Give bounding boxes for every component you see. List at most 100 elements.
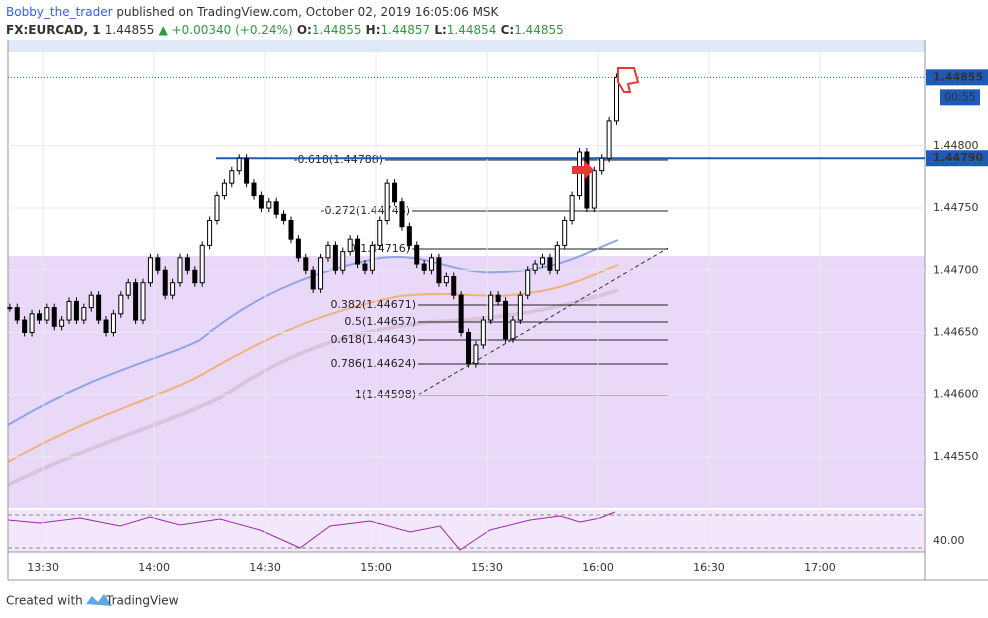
candle-body	[88, 294, 94, 309]
countdown-box	[940, 89, 980, 106]
candle-body	[510, 319, 516, 340]
footer-created: Created with	[6, 594, 83, 608]
candle-body	[554, 244, 560, 271]
y-tick-label: 1.44600	[933, 388, 979, 401]
countdown: 00:55	[944, 90, 976, 103]
candle-body	[133, 282, 139, 321]
change: ▲ +0.00340 (+0.24%)	[159, 23, 293, 37]
candle-body	[207, 219, 213, 246]
candle-body	[384, 182, 390, 221]
candle-body	[273, 201, 279, 215]
x-tick-label: 14:30	[249, 561, 281, 574]
candle-body	[7, 307, 13, 310]
quote-line: FX:EURCAD, 1 1.44855 ▲ +0.00340 (+0.24%)…	[6, 23, 564, 37]
candle-body	[184, 257, 190, 271]
y-tick-label: 1.44700	[933, 263, 979, 276]
candle-body	[436, 257, 442, 284]
candle-body	[177, 257, 183, 284]
candle-body	[414, 244, 420, 265]
candle-body	[547, 257, 553, 271]
candle-body	[525, 269, 531, 296]
candle-body	[362, 263, 368, 271]
candle-body	[125, 282, 131, 296]
candle-body	[147, 257, 153, 284]
x-tick-label: 15:30	[471, 561, 503, 574]
candle-body	[392, 182, 398, 203]
candle-body	[325, 244, 331, 259]
candle-body	[613, 76, 619, 122]
author[interactable]: Bobby_the_trader	[6, 5, 113, 19]
candle-body	[399, 201, 405, 228]
candle-body	[532, 263, 538, 271]
y-tick-label: 1.44550	[933, 450, 979, 463]
candle-body	[258, 195, 264, 209]
candle-body	[140, 282, 146, 321]
candle-body	[488, 294, 494, 321]
o-val: 1.44855	[312, 23, 362, 37]
candle-body	[281, 213, 287, 221]
x-tick-label: 13:30	[27, 561, 59, 574]
candle-body	[355, 238, 361, 265]
candle-body	[155, 257, 161, 271]
fib-label: 0.618(1.44643)	[330, 333, 416, 346]
y-tick-label: 1.44750	[933, 201, 979, 214]
candle-body	[81, 307, 87, 321]
candle-body	[569, 195, 575, 221]
header-line: Bobby_the_trader published on TradingVie…	[6, 5, 500, 19]
oscillator-tick: 40.00	[933, 534, 965, 547]
price-label-box	[926, 69, 988, 86]
published: published on TradingView.com, October 02…	[116, 5, 499, 19]
footer-brand[interactable]: TradingView	[105, 594, 179, 608]
x-tick-label: 16:30	[693, 561, 725, 574]
candle-body	[14, 307, 20, 321]
candle-body	[473, 344, 479, 365]
candle-body	[44, 307, 50, 321]
price-label-box	[926, 150, 988, 167]
price-label: 1.44790	[933, 151, 983, 164]
last: 1.44855	[105, 23, 155, 37]
candle-body	[458, 294, 464, 334]
candle-body	[199, 244, 205, 284]
c-key: C:	[501, 23, 515, 37]
candle-body	[591, 170, 597, 209]
x-tick-label: 17:00	[804, 561, 836, 574]
candle-body	[221, 182, 227, 197]
h-key: H:	[366, 23, 381, 37]
candle-body	[51, 307, 57, 327]
candle-body	[466, 332, 472, 365]
oscillator-line	[7, 511, 616, 551]
candle-body	[59, 319, 65, 327]
arrow-icon	[572, 160, 594, 180]
candle-body	[229, 170, 235, 184]
fib-label: 0.786(1.44624)	[330, 357, 416, 370]
candle-body	[503, 300, 509, 340]
candle-body	[236, 157, 242, 172]
candle-body	[118, 294, 124, 315]
candle-body	[584, 151, 590, 209]
candle-body	[251, 182, 257, 197]
y-tick-label: 1.44650	[933, 326, 979, 339]
c-val: 1.44855	[514, 23, 564, 37]
candle-body	[303, 257, 309, 271]
candle-body	[495, 294, 501, 302]
candle-body	[244, 157, 250, 184]
fib-label: -0.272(1.44748)	[320, 204, 410, 217]
candle-body	[318, 257, 324, 290]
fib-label: -0.618(1.44788)	[293, 153, 383, 166]
symbol: FX:EURCAD, 1	[6, 23, 101, 37]
candle-body	[73, 300, 79, 321]
thumbs-down-icon	[617, 67, 640, 93]
oscillator-pane	[8, 510, 925, 552]
candle-body	[599, 157, 605, 172]
zone	[8, 256, 925, 508]
candle-body	[377, 219, 383, 246]
top-band	[8, 40, 925, 52]
x-tick-label: 16:00	[582, 561, 614, 574]
l-val: 1.44854	[447, 23, 497, 37]
candle-body	[266, 201, 272, 209]
candle-body	[332, 244, 338, 271]
candle-body	[480, 319, 486, 346]
o-key: O:	[297, 23, 312, 37]
candle-body	[443, 275, 449, 284]
candle-body	[66, 300, 72, 321]
